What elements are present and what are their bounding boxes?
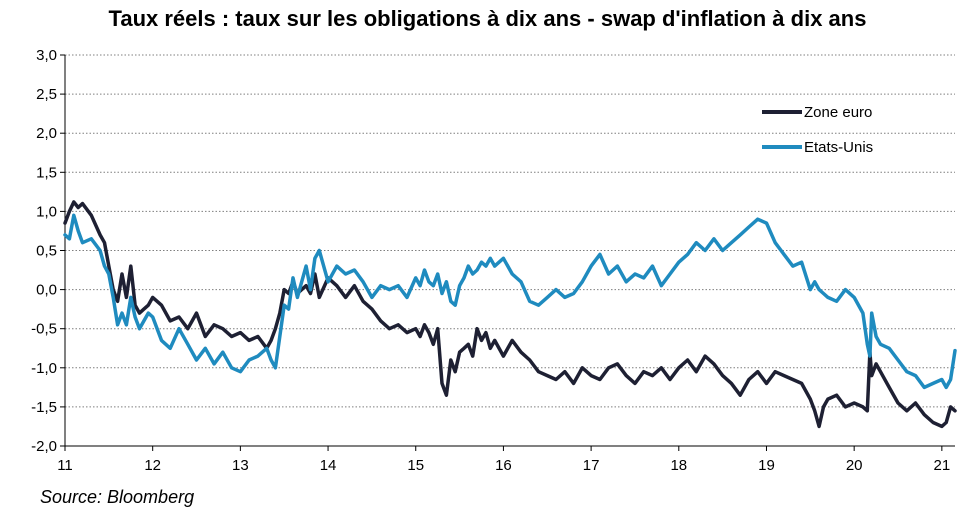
y-tick-label: -1,0: [31, 360, 57, 377]
x-ticks: 11 12 13 14 15 16 17 18 19 20 21: [57, 446, 950, 474]
y-tick-label: 0,0: [36, 282, 57, 299]
y-tick-label: -0,5: [31, 321, 57, 338]
x-tick-label: 11: [57, 457, 73, 474]
x-tick-label: 16: [495, 457, 512, 474]
y-tick-label: 0,5: [36, 243, 57, 260]
x-tick-label: 18: [670, 457, 687, 474]
y-tick-label: 1,5: [36, 164, 57, 181]
x-tick-label: 19: [758, 457, 775, 474]
x-tick-label: 17: [583, 457, 600, 474]
legend-label-etats-unis: Etats-Unis: [804, 139, 873, 156]
y-ticks: 3,0 2,5 2,0 1,5 1,0 0,5 0,0 -0,5 -1,0 -1,5 -2,0: [31, 47, 65, 455]
x-tick-label: 21: [934, 457, 951, 474]
x-tick-label: 12: [144, 457, 161, 474]
y-tick-label: 2,5: [36, 86, 57, 103]
legend: Zone euro Etats-Unis: [762, 104, 873, 156]
source-note: Source: Bloomberg: [40, 487, 195, 507]
x-tick-label: 20: [846, 457, 863, 474]
y-tick-label: -2,0: [31, 438, 57, 455]
x-tick-label: 15: [407, 457, 424, 474]
y-tick-label: 3,0: [36, 47, 57, 64]
series-line-zone-euro: [63, 200, 957, 429]
series: [63, 200, 957, 429]
series-line-etats-unis: [63, 213, 957, 390]
y-tick-label: 2,0: [36, 125, 57, 142]
grid: [65, 54, 955, 408]
x-tick-label: 14: [320, 457, 337, 474]
legend-label-zone-euro: Zone euro: [804, 104, 872, 121]
y-tick-label: 1,0: [36, 203, 57, 220]
chart-title: Taux réels : taux sur les obligations à …: [108, 6, 867, 31]
x-tick-label: 13: [232, 457, 249, 474]
y-tick-label: -1,5: [31, 399, 57, 416]
